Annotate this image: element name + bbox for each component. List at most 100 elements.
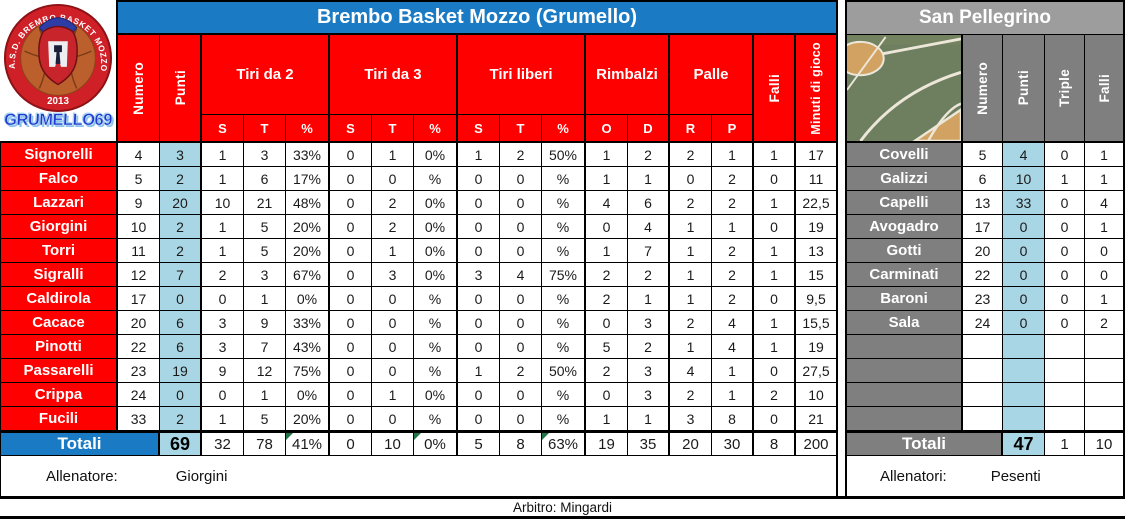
stat-cell: 0: [1085, 239, 1125, 263]
stat-cell: 4: [712, 311, 754, 335]
stat-cell: 0: [754, 167, 796, 191]
header-tiri-da-2: Tiri da 2: [202, 35, 330, 115]
stat-cell: 20: [118, 311, 160, 335]
stat-cell: 1: [1085, 167, 1125, 191]
stat-cell: 33: [118, 407, 160, 431]
subheader: %: [286, 115, 330, 143]
stat-cell: [1085, 383, 1125, 407]
stat-cell: 19: [160, 359, 202, 383]
stat-cell: [1045, 335, 1085, 359]
player-name-cell: Sala: [845, 311, 963, 335]
stat-cell: 0: [458, 407, 500, 431]
stat-cell: 1: [202, 167, 244, 191]
subheader: T: [244, 115, 286, 143]
stat-cell: 20%: [286, 239, 330, 263]
stat-cell: 2: [712, 239, 754, 263]
header-falli: Falli: [1085, 35, 1125, 143]
stat-cell: 0: [500, 335, 542, 359]
left-team-title: Brembo Basket Mozzo (Grumello): [118, 0, 838, 35]
stat-cell: 3: [202, 335, 244, 359]
stat-cell: 9: [118, 191, 160, 215]
stat-cell: 3: [202, 311, 244, 335]
stat-cell: 7: [160, 263, 202, 287]
helmet-visor: [54, 45, 62, 64]
stat-cell: 0%: [414, 383, 458, 407]
totals-cell: 30: [712, 431, 754, 456]
stat-cell: 20: [160, 191, 202, 215]
subheader: %: [542, 115, 586, 143]
totals-label: Totali: [845, 431, 1003, 456]
coach-label: Allenatore:: [46, 468, 118, 485]
stat-cell: 5: [244, 407, 286, 431]
stat-cell: 7: [628, 239, 670, 263]
right-team-title: San Pellegrino: [845, 0, 1125, 35]
subheader: R: [670, 115, 712, 143]
coach-label: Allenatori:: [880, 468, 947, 485]
stat-cell: [1003, 359, 1045, 383]
stat-cell: 8: [712, 407, 754, 431]
totals-cell: 32: [202, 431, 244, 456]
totals-cell: 0%: [414, 431, 458, 456]
stat-cell: [1045, 407, 1085, 431]
bottom-bar: [0, 516, 1125, 519]
player-name-cell: Torri: [0, 239, 118, 263]
stat-cell: 17: [118, 287, 160, 311]
stat-cell: 1: [670, 287, 712, 311]
player-name-cell: Crippa: [0, 383, 118, 407]
stat-cell: [963, 407, 1003, 431]
header-punti: Punti: [160, 35, 202, 143]
player-name-cell: Gotti: [845, 239, 963, 263]
stat-cell: 1: [244, 383, 286, 407]
player-name-cell: Signorelli: [0, 143, 118, 167]
stat-cell: 0: [372, 335, 414, 359]
stat-cell: 9: [244, 311, 286, 335]
stat-cell: 4: [118, 143, 160, 167]
stat-cell: 9,5: [796, 287, 838, 311]
stat-cell: 1: [586, 143, 628, 167]
stat-cell: 9: [202, 359, 244, 383]
stat-cell: 0: [160, 383, 202, 407]
stat-cell: 11: [118, 239, 160, 263]
basketball-court-icon: [847, 35, 961, 141]
divider-bar: [0, 496, 1125, 499]
player-name-cell: Giorgini: [0, 215, 118, 239]
stat-cell: 0%: [286, 287, 330, 311]
stat-cell: [963, 359, 1003, 383]
stat-cell: 0: [330, 383, 372, 407]
player-name-cell: [845, 359, 963, 383]
stat-cell: 5: [244, 215, 286, 239]
stat-cell: %: [414, 287, 458, 311]
left-team-table: A.S.D. BREMBO BASKET MOZZO B.B.M. 2013 G…: [0, 0, 838, 497]
stat-cell: 0%: [414, 191, 458, 215]
stat-cell: 2: [586, 359, 628, 383]
stat-cell: 75%: [286, 359, 330, 383]
stat-cell: 1: [202, 143, 244, 167]
stat-cell: %: [542, 287, 586, 311]
stat-cell: 33%: [286, 143, 330, 167]
stat-cell: 21: [244, 191, 286, 215]
stat-cell: 1: [1085, 287, 1125, 311]
stat-cell: 1: [712, 359, 754, 383]
player-name-cell: Carminati: [845, 263, 963, 287]
player-name-cell: Sigralli: [0, 263, 118, 287]
header-triple-label: Triple: [1057, 69, 1072, 107]
stat-cell: 2: [670, 143, 712, 167]
stat-cell: 4: [1003, 143, 1045, 167]
stat-cell: 1: [754, 191, 796, 215]
totals-cell: 200: [796, 431, 838, 456]
stat-cell: 0: [330, 335, 372, 359]
stat-cell: 2: [586, 263, 628, 287]
stat-cell: 2: [160, 167, 202, 191]
stat-cell: 0: [330, 287, 372, 311]
player-name-cell: Capelli: [845, 191, 963, 215]
stat-cell: 1: [202, 215, 244, 239]
stat-cell: 2: [670, 191, 712, 215]
stat-cell: 0: [500, 311, 542, 335]
totals-cell: 8: [500, 431, 542, 456]
stat-cell: 5: [118, 167, 160, 191]
coach-name: Giorgini: [175, 468, 228, 485]
stat-cell: 4: [670, 359, 712, 383]
stat-cell: 0: [330, 311, 372, 335]
stat-cell: 0: [160, 287, 202, 311]
